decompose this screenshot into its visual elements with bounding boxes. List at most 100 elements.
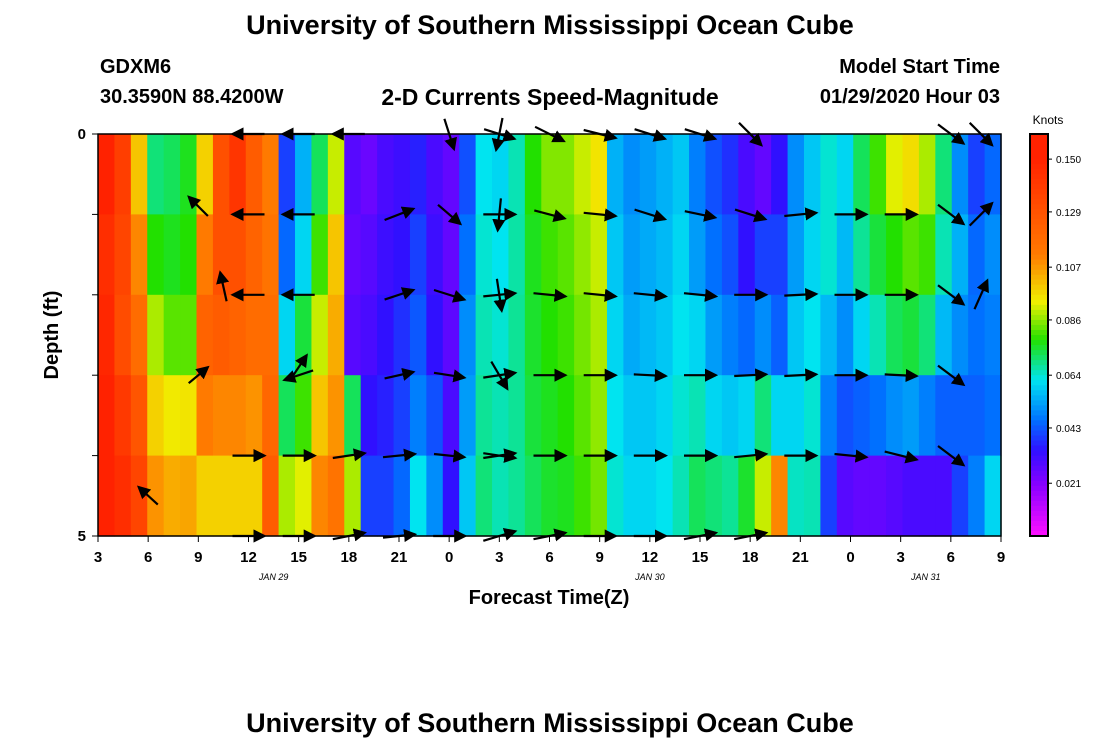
station-id: GDXM6: [100, 56, 172, 78]
colorbar-label: 0.064: [1056, 371, 1081, 382]
heatmap-cell: [968, 375, 986, 457]
heatmap-cell: [606, 134, 624, 215]
colorbar-label: 0.086: [1056, 316, 1081, 327]
heatmap-cell: [738, 134, 756, 215]
colorbar-swatch: [1030, 450, 1048, 457]
heatmap-cell: [771, 455, 789, 537]
x-tick-label: 21: [391, 549, 408, 566]
current-vector-arrow: [683, 288, 719, 302]
colorbar-swatch: [1030, 475, 1048, 482]
heatmap-cell: [163, 294, 181, 376]
heatmap-cell: [771, 294, 789, 376]
heatmap-cell: [212, 294, 230, 376]
heatmap-cell: [968, 134, 986, 215]
heatmap-cell: [754, 134, 772, 215]
heatmap-cell: [853, 375, 871, 457]
heatmap-cell: [836, 455, 854, 537]
heatmap-cell: [951, 455, 969, 537]
heatmap-cell: [245, 455, 263, 537]
heatmap-cell: [130, 214, 148, 296]
heatmap-cell: [721, 375, 739, 457]
heatmap-cell: [984, 375, 1002, 457]
current-vector-arrow: [784, 287, 819, 302]
heatmap-cell: [787, 134, 805, 215]
current-vector-arrow: [216, 270, 230, 302]
heatmap-cell: [820, 214, 838, 296]
x-tick-label: 9: [194, 549, 202, 566]
heatmap-cell: [836, 375, 854, 457]
heatmap-cell: [147, 375, 165, 457]
current-vector-arrow: [968, 201, 994, 227]
colorbar-swatch: [1030, 324, 1048, 331]
heatmap-cell: [721, 134, 739, 215]
heatmap-cell: [442, 375, 460, 457]
current-vector-arrow: [534, 209, 567, 222]
date-label: JAN 29: [258, 572, 289, 582]
heatmap-cell: [771, 375, 789, 457]
heatmap-cell: [541, 375, 559, 457]
heatmap-cell: [672, 455, 690, 537]
heatmap-cell: [245, 294, 263, 376]
heatmap-cell: [508, 134, 526, 215]
heatmap-cell: [935, 214, 953, 296]
heatmap-cell: [672, 294, 690, 376]
heatmap-cell: [557, 134, 575, 215]
heatmap-cell: [968, 294, 986, 376]
heatmap-cell: [196, 294, 214, 376]
colorbar-swatch: [1030, 505, 1048, 512]
colorbar-label: 0.129: [1056, 208, 1081, 219]
colorbar-swatch: [1030, 355, 1048, 361]
colorbar-swatch: [1030, 194, 1048, 200]
colorbar-swatch: [1030, 159, 1048, 165]
heatmap-cell: [606, 375, 624, 457]
heatmap-cell: [705, 294, 723, 376]
heatmap-cell: [524, 455, 542, 537]
heatmap-cell: [541, 294, 559, 376]
colorbar-swatch: [1030, 420, 1048, 427]
heatmap-cell: [836, 294, 854, 376]
heatmap-cell: [968, 455, 986, 537]
heatmap-cell: [803, 375, 821, 457]
current-vector-arrow: [734, 368, 769, 382]
model-start-time: 01/29/2020 Hour 03: [819, 86, 1000, 108]
heatmap-cell: [278, 455, 296, 537]
heatmap-cell: [672, 214, 690, 296]
heatmap-cell: [492, 294, 510, 376]
heatmap-cell: [229, 214, 247, 296]
heatmap-cell: [557, 375, 575, 457]
heatmap-cell: [951, 294, 969, 376]
heatmap-cell: [541, 214, 559, 296]
heatmap-cell: [212, 455, 230, 537]
colorbar-swatch: [1030, 425, 1048, 432]
heatmap-cell: [574, 294, 592, 376]
heatmap-cell: [360, 455, 378, 537]
heatmap-cell: [311, 455, 329, 537]
heatmap-cell: [820, 375, 838, 457]
heatmap-cell: [409, 214, 427, 296]
heatmap-cell: [918, 375, 936, 457]
heatmap-cell: [574, 455, 592, 537]
heatmap-cell: [902, 294, 920, 376]
heatmap-cell: [721, 214, 739, 296]
heatmap-cell: [853, 294, 871, 376]
x-tick-label: 3: [896, 549, 904, 566]
colorbar-swatch: [1030, 244, 1048, 251]
heatmap-cell: [886, 214, 904, 296]
heatmap-cell: [574, 134, 592, 215]
colorbar-label: 0.021: [1056, 479, 1081, 490]
heatmap-cell: [623, 455, 641, 537]
heatmap-cell: [98, 214, 116, 296]
colorbar-swatch: [1030, 319, 1048, 326]
heatmap-cell: [738, 455, 756, 537]
current-vector-arrow: [937, 445, 966, 467]
heatmap-cell: [836, 214, 854, 296]
heatmap-cell: [721, 294, 739, 376]
x-tick-label: 15: [290, 549, 307, 566]
heatmap-cell: [935, 375, 953, 457]
current-vector-arrow: [784, 368, 819, 382]
heatmap-cell: [295, 214, 313, 296]
heatmap-cell: [492, 375, 510, 457]
heatmap-cell: [212, 134, 230, 215]
heatmap-cell: [377, 134, 395, 215]
heatmap-cell: [754, 375, 772, 457]
